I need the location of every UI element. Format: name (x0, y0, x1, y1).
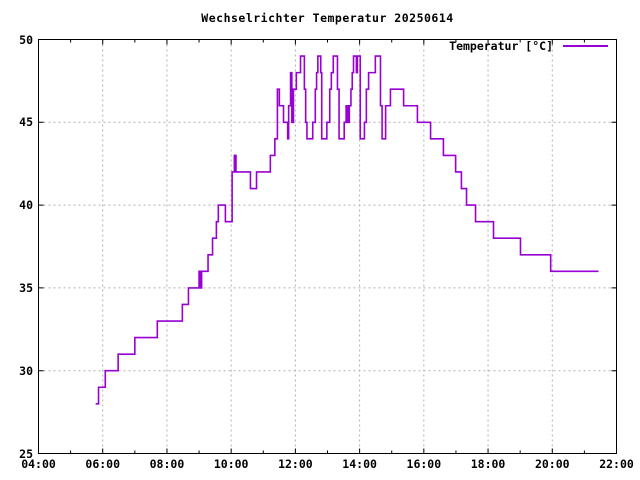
legend-line-sample (563, 45, 608, 47)
y-tick-label: 30 (19, 363, 33, 378)
x-tick-label: 22:00 (599, 457, 634, 471)
x-tick-label: 08:00 (149, 457, 185, 471)
plot-border (38, 39, 617, 454)
axis-ticks (38, 39, 617, 454)
grid-lines (38, 39, 617, 454)
y-tick-label: 50 (19, 32, 33, 47)
temperature-line (95, 55, 599, 405)
y-tick-label: 25 (19, 446, 33, 461)
x-tick-label: 18:00 (470, 457, 506, 471)
x-tick-label: 16:00 (406, 457, 442, 471)
x-tick-label: 10:00 (213, 457, 249, 471)
chart-title: Wechselrichter Temperatur 20250614 (201, 11, 454, 25)
y-tick-label: 35 (19, 280, 33, 295)
y-tick-label: 40 (19, 198, 33, 213)
x-tick-label: 12:00 (278, 457, 313, 471)
x-tick-label: 14:00 (342, 457, 377, 471)
x-tick-label: 04:00 (21, 457, 56, 471)
x-tick-label: 06:00 (85, 457, 121, 471)
legend: Temperatur [°C] (0, 39, 608, 53)
x-tick-label: 20:00 (534, 457, 570, 471)
y-tick-label: 45 (19, 115, 33, 130)
legend-label: Temperatur [°C] (449, 39, 553, 53)
